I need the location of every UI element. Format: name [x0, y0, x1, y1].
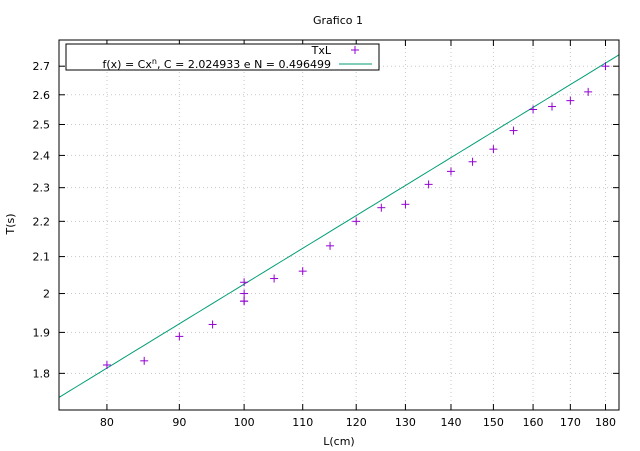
x-axis-label: L(cm)	[323, 435, 354, 448]
data-point	[240, 289, 249, 298]
y-tick-label: 2.2	[33, 215, 51, 228]
data-point	[270, 274, 279, 283]
x-tick-label: 90	[172, 416, 186, 429]
data-point	[547, 102, 556, 111]
data-point	[102, 360, 111, 369]
data-point	[446, 167, 455, 176]
data-point	[601, 62, 610, 71]
data-point	[468, 157, 477, 166]
fit-line	[58, 54, 620, 398]
data-point	[377, 203, 386, 212]
grid	[59, 40, 619, 410]
x-tick-label: 140	[440, 416, 461, 429]
y-tick-label: 2.6	[33, 89, 51, 102]
legend: TxL f(x) = Cxn, C = 2.024933 e N = 0.496…	[65, 43, 380, 71]
fit-line-group	[58, 54, 620, 398]
data-point	[424, 180, 433, 189]
legend-box	[65, 43, 380, 71]
y-axis-ticks: 1.8 1.9 2 2.1 2.2 2.3 2.4 2.5 2.6 2.7	[33, 60, 619, 380]
x-tick-label: 160	[523, 416, 544, 429]
x-tick-label: 80	[100, 416, 114, 429]
y-tick-label: 2.3	[33, 182, 51, 195]
legend-label-fit: f(x) = Cxn, C = 2.024933 e N = 0.496499	[102, 57, 331, 71]
data-point	[175, 332, 184, 341]
data-point	[298, 267, 307, 276]
x-tick-label: 170	[560, 416, 581, 429]
y-tick-label: 1.9	[33, 326, 51, 339]
data-point	[240, 297, 249, 306]
y-tick-label: 1.8	[33, 367, 51, 380]
data-point	[240, 278, 249, 287]
data-point	[584, 87, 593, 96]
data-point	[489, 145, 498, 154]
x-tick-label: 130	[395, 416, 416, 429]
y-tick-label: 2.1	[33, 251, 51, 264]
data-point	[566, 96, 575, 105]
y-tick-label: 2	[43, 288, 50, 301]
x-tick-label: 150	[483, 416, 504, 429]
data-point	[352, 217, 361, 226]
y-tick-label: 2.4	[33, 149, 51, 162]
data-point	[509, 126, 518, 135]
data-point	[208, 320, 217, 329]
x-tick-label: 120	[346, 416, 367, 429]
x-axis-ticks: 80 90 100 110 120 130 140 150 160 170 180	[100, 40, 616, 429]
x-tick-label: 110	[292, 416, 313, 429]
legend-label-txl: TxL	[311, 44, 332, 57]
data-point	[529, 105, 538, 114]
data-point	[401, 200, 410, 209]
chart-title: Grafico 1	[313, 14, 363, 27]
legend-marker-plus	[351, 46, 359, 54]
y-tick-label: 2.5	[33, 118, 51, 131]
data-points	[102, 62, 610, 369]
y-axis-label: T(s)	[4, 213, 17, 235]
x-tick-label: 180	[595, 416, 616, 429]
data-point	[140, 356, 149, 365]
plot-frame	[58, 39, 620, 411]
x-tick-label: 100	[234, 416, 255, 429]
data-point	[326, 241, 335, 250]
y-tick-label: 2.7	[33, 60, 51, 73]
